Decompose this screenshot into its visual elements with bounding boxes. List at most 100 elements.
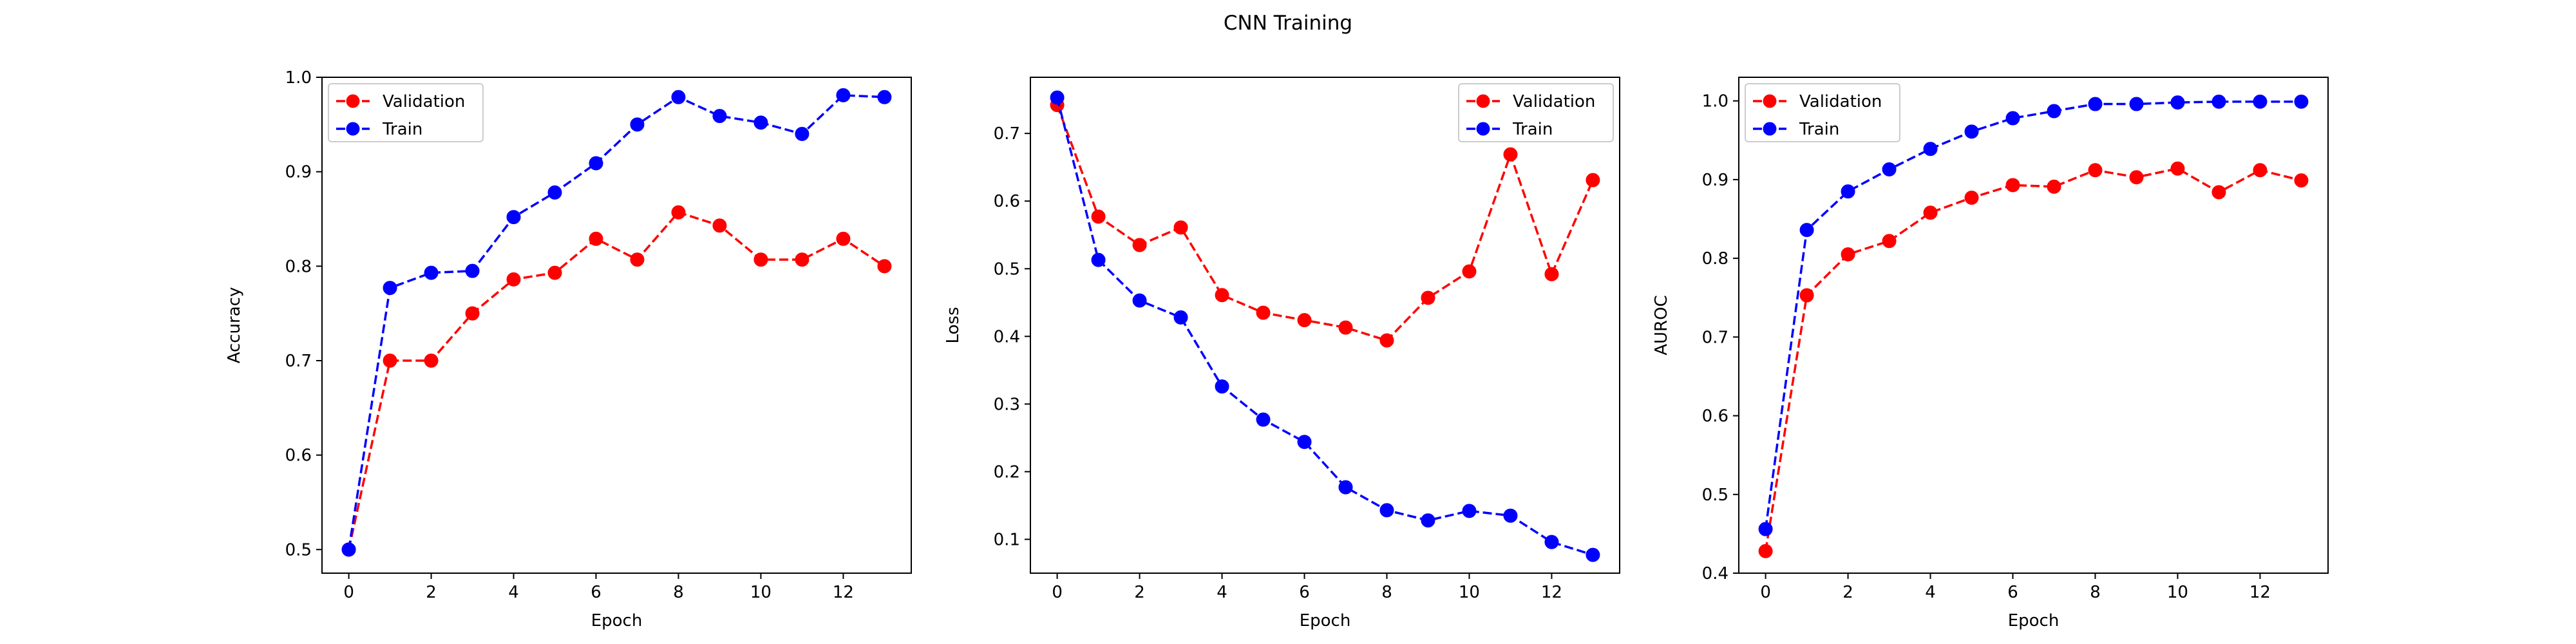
validation-point [1964, 191, 1979, 205]
train-point [1173, 310, 1188, 325]
validation-point [589, 231, 603, 246]
axes-frame [1738, 77, 2329, 574]
x-tick-label: 2 [1842, 583, 1853, 602]
x-tick-label: 10 [1459, 583, 1480, 602]
validation-point [2005, 178, 2020, 193]
validation-point [2253, 163, 2268, 178]
x-tick-label: 12 [1541, 583, 1562, 602]
x-tick-label: 0 [343, 583, 354, 602]
train-point [2088, 97, 2103, 111]
y-tick-label: 0.8 [285, 257, 312, 276]
validation-point [671, 205, 686, 220]
validation-point [1882, 234, 1897, 249]
x-tick-label: 2 [1134, 583, 1145, 602]
validation-point [1503, 147, 1518, 162]
x-tick-label: 12 [833, 583, 854, 602]
validation-point [795, 252, 810, 267]
train-point [1503, 508, 1518, 523]
validation-point [383, 354, 397, 368]
validation-point [2211, 185, 2226, 200]
x-tick-label: 10 [750, 583, 772, 602]
train-point [341, 542, 356, 557]
legend-box [1745, 83, 1900, 142]
x-tick-label: 4 [1925, 583, 1936, 602]
train-point [1132, 293, 1147, 308]
validation-point [2170, 161, 2185, 176]
x-tick-label: 8 [673, 583, 684, 602]
figure-title: CNN Training [1224, 12, 1352, 35]
train-point [424, 265, 439, 280]
train-point [2211, 94, 2226, 109]
validation-point [1215, 288, 1229, 303]
train-point [712, 109, 727, 124]
x-tick-label: 2 [426, 583, 437, 602]
x-tick-label: 4 [1217, 583, 1227, 602]
train-point [506, 210, 521, 225]
y-tick-label: 0.7 [285, 352, 312, 371]
train-point [1050, 90, 1065, 105]
plot-area [1758, 94, 2309, 558]
train-point [383, 281, 397, 296]
x-tick-label: 6 [2007, 583, 2018, 602]
validation-point [1132, 238, 1147, 252]
y-tick-label: 0.8 [1702, 249, 1728, 269]
legend: Validation Train [1745, 83, 1900, 142]
train-legend-label: Train [382, 120, 422, 139]
validation-point [712, 218, 727, 233]
validation-legend-label: Validation [1513, 92, 1595, 111]
validation-point [465, 306, 480, 321]
y-tick-label: 0.9 [285, 163, 312, 182]
validation-point [1841, 247, 1855, 261]
validation-series-line [1764, 167, 2302, 552]
y-axis-label: Loss [943, 307, 963, 343]
validation-point [1799, 288, 1814, 303]
validation-legend-marker [346, 94, 360, 108]
train-point [671, 90, 686, 104]
y-tick-label: 0.1 [994, 530, 1020, 549]
train-legend-marker [346, 122, 360, 136]
subplot-3: 0 2 4 6 8 10 12 0.4 0.5 0.6 0.7 0.8 0.9 1.0 Epoch AUROC… [1652, 77, 2329, 630]
validation-legend-marker [1476, 94, 1490, 108]
y-tick-label: 0.2 [994, 462, 1020, 482]
validation-point [506, 272, 521, 287]
x-tick-label: 0 [1760, 583, 1771, 602]
validation-point [2088, 163, 2103, 178]
validation-point [1173, 220, 1188, 235]
train-point [1882, 162, 1897, 176]
validation-point [1379, 333, 1394, 348]
x-tick-label: 12 [2249, 583, 2271, 602]
train-legend-marker [1763, 122, 1777, 136]
validation-point [1544, 267, 1559, 281]
train-point [2129, 97, 2144, 111]
train-point [547, 185, 562, 200]
x-axis-label: Epoch [2008, 611, 2060, 630]
train-point [1421, 513, 1435, 528]
train-point [589, 156, 603, 171]
y-tick-label: 0.6 [1702, 407, 1728, 426]
y-tick-label: 0.5 [285, 540, 312, 560]
train-point [836, 88, 851, 102]
train-point [1462, 504, 1477, 518]
validation-legend-label: Validation [383, 92, 465, 111]
x-axis-label: Epoch [1300, 611, 1351, 630]
train-point [1256, 412, 1271, 427]
train-point [753, 115, 768, 130]
validation-point [1297, 313, 1312, 328]
axes-frame [1030, 77, 1620, 574]
y-tick-label: 0.9 [1702, 171, 1728, 190]
train-legend-marker [1476, 122, 1490, 136]
validation-legend-label: Validation [1799, 92, 1882, 111]
train-legend-label: Train [1512, 120, 1553, 139]
train-point [1923, 142, 1938, 156]
legend: Validation Train [1458, 83, 1614, 142]
train-point [1215, 379, 1229, 394]
validation-point [1923, 205, 1938, 220]
validation-point [1758, 544, 1773, 558]
validation-point [2294, 173, 2309, 188]
validation-point [877, 259, 892, 274]
x-axis-label: Epoch [591, 611, 643, 630]
validation-point [836, 231, 851, 246]
x-tick-label: 0 [1052, 583, 1063, 602]
y-tick-label: 0.3 [994, 395, 1020, 414]
